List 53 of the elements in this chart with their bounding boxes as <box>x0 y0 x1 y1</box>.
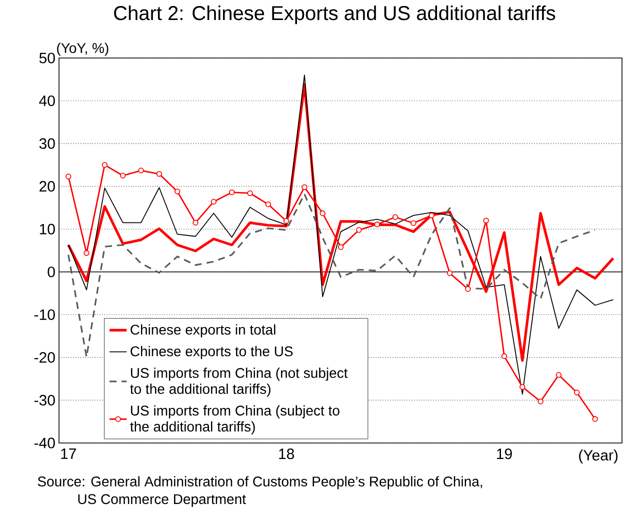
point <box>556 372 562 378</box>
point <box>302 184 308 190</box>
source-note: Source: General Administration of Customs People’s Republic of China, <box>38 476 482 490</box>
point <box>102 162 108 168</box>
x-tick-label: 19 <box>497 448 512 460</box>
point <box>138 168 144 174</box>
point <box>592 416 598 422</box>
y-axis-title: (YoY, %) <box>57 42 108 56</box>
point <box>265 201 271 208</box>
x-tick-label: 18 <box>279 448 294 460</box>
point <box>410 220 416 226</box>
y-tick-label: -30 <box>34 394 55 406</box>
point <box>66 174 72 180</box>
legend-label: Chinese exports in total <box>130 324 276 338</box>
point <box>465 286 471 292</box>
y-tick-label: -20 <box>34 352 55 363</box>
point <box>84 250 90 256</box>
y-tick-label: 0 <box>48 266 55 278</box>
point <box>483 218 489 224</box>
point <box>501 353 508 360</box>
point <box>538 398 544 404</box>
point <box>156 171 162 177</box>
point <box>228 189 235 196</box>
y-tick-label: 20 <box>40 181 55 192</box>
point <box>283 218 290 224</box>
point <box>210 198 217 205</box>
legend-label: Chinese exports to the US <box>130 346 293 360</box>
x-tick-label: 17 <box>61 448 76 459</box>
point <box>574 390 580 396</box>
point <box>192 220 198 226</box>
y-tick-label: 30 <box>39 138 55 149</box>
point <box>428 212 434 218</box>
point <box>338 244 344 250</box>
chart-title: Chart 2: Chinese Exports and US additional tariffs <box>114 6 556 24</box>
legend-label: US imports from China (not subject to the additional tariffs) <box>130 368 348 397</box>
point <box>392 214 398 220</box>
point <box>374 222 380 228</box>
y-tick-label: -40 <box>34 438 55 448</box>
point <box>247 190 253 196</box>
point <box>446 270 453 276</box>
y-tick-label: -10 <box>34 309 55 320</box>
x-axis-title: (Year) <box>579 450 618 464</box>
y-tick-label: 10 <box>40 224 55 234</box>
y-tick-label: 50 <box>39 52 55 64</box>
point <box>174 188 180 194</box>
point <box>356 227 362 233</box>
text: US Commerce Department <box>78 494 246 507</box>
line-series <box>68 193 596 358</box>
y-tick-label: 40 <box>39 95 55 106</box>
point <box>320 210 326 216</box>
legend-label: US imports from China (subject to the additional tariffs) <box>130 405 340 434</box>
point <box>520 384 526 390</box>
point <box>120 172 126 178</box>
